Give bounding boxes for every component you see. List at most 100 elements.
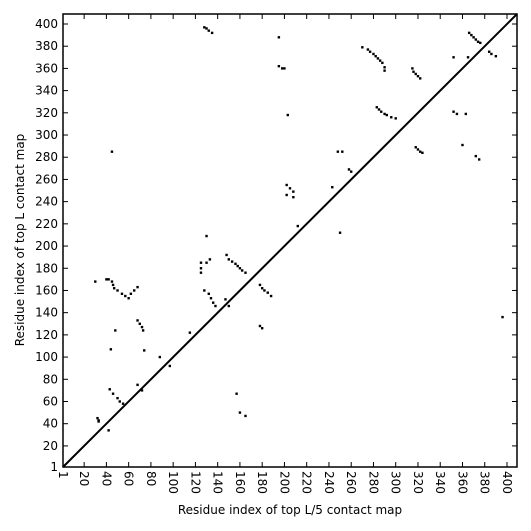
point	[234, 262, 237, 266]
point	[112, 287, 116, 290]
x-tick-label: 160	[233, 471, 247, 494]
point	[208, 258, 212, 261]
point	[127, 297, 130, 300]
point	[121, 402, 125, 405]
x-tick-label: 120	[188, 471, 202, 494]
point	[136, 285, 139, 289]
point	[474, 154, 478, 158]
point	[111, 392, 115, 395]
point	[207, 29, 210, 32]
y-tick-label: 240	[35, 195, 58, 209]
x-tick-label: 180	[255, 471, 269, 494]
point	[116, 289, 119, 292]
point	[474, 38, 478, 41]
point	[205, 234, 208, 238]
point	[266, 291, 269, 294]
point	[296, 224, 299, 228]
y-tick-label: 400	[35, 17, 58, 31]
point	[350, 170, 353, 173]
point	[375, 106, 378, 109]
point	[416, 74, 420, 78]
point	[120, 292, 124, 295]
point	[461, 143, 464, 147]
point	[376, 57, 380, 60]
y-tick-label: 280	[35, 150, 58, 164]
point	[490, 52, 493, 56]
point	[336, 150, 340, 153]
point	[366, 48, 370, 51]
point	[285, 183, 288, 187]
point	[385, 113, 389, 117]
point	[168, 364, 172, 368]
point	[110, 150, 114, 153]
x-axis-title: Residue index of top L/5 contact map	[178, 503, 402, 517]
point	[188, 331, 192, 334]
point	[476, 40, 480, 43]
point	[416, 148, 420, 151]
x-tick-label: 360	[455, 471, 469, 494]
point	[203, 289, 206, 292]
point	[374, 54, 377, 58]
point	[341, 150, 344, 153]
point	[383, 112, 386, 116]
point	[263, 289, 266, 292]
point	[105, 278, 108, 281]
point	[109, 348, 113, 351]
point	[136, 319, 139, 322]
y-tick-label: 360	[35, 61, 58, 75]
point	[230, 260, 234, 263]
x-tick-label: 320	[411, 471, 425, 494]
y-tick-label: 260	[35, 172, 58, 186]
point	[114, 329, 117, 332]
point	[111, 283, 115, 287]
x-tick-label: 100	[166, 471, 180, 494]
point	[418, 77, 422, 80]
point	[470, 33, 473, 37]
y-tick-label: 120	[35, 328, 58, 342]
y-tick-label: 80	[43, 372, 58, 386]
point	[347, 168, 351, 171]
point	[414, 146, 417, 149]
y-tick-label: 60	[43, 394, 58, 408]
point	[368, 50, 372, 53]
point	[285, 193, 288, 197]
point	[412, 70, 415, 73]
point	[97, 420, 100, 423]
y-tick-label: 180	[35, 261, 58, 275]
point	[411, 67, 414, 70]
x-tick-label: 200	[277, 471, 291, 494]
point	[260, 327, 264, 330]
point	[205, 27, 208, 30]
point	[258, 324, 262, 328]
point	[390, 116, 393, 119]
x-tick-label: 60	[122, 471, 136, 486]
x-tick-label: 40	[99, 471, 113, 486]
point	[199, 261, 203, 264]
point	[224, 298, 227, 301]
point	[140, 325, 144, 329]
x-tick-label: 400	[500, 471, 514, 494]
point	[292, 190, 295, 193]
point	[383, 66, 386, 69]
point	[244, 414, 247, 418]
point	[277, 36, 281, 39]
point	[452, 56, 455, 59]
point	[487, 50, 491, 53]
point	[133, 289, 136, 292]
y-tick-label: 100	[35, 350, 58, 364]
y-tick-label: 340	[35, 84, 58, 98]
x-tick-label: 340	[433, 471, 447, 494]
point	[143, 349, 146, 352]
point	[108, 388, 111, 391]
point	[238, 411, 242, 414]
point	[414, 72, 417, 76]
point	[205, 261, 208, 264]
y-axis-title: Residue index of top L contact map	[13, 134, 27, 347]
point	[210, 31, 214, 35]
point	[455, 112, 459, 116]
point	[236, 264, 239, 268]
point	[283, 67, 286, 70]
point	[225, 253, 228, 257]
x-tick-label: 300	[389, 471, 403, 494]
x-tick-label: 220	[300, 471, 314, 494]
